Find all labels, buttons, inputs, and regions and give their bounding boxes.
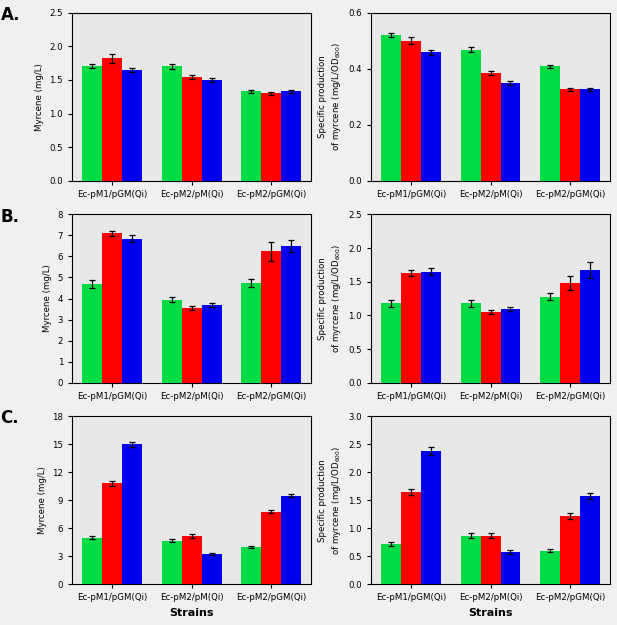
Bar [401,273,421,382]
Bar [540,551,560,584]
Bar [122,70,142,181]
Bar [181,308,202,382]
Bar [281,246,301,382]
Bar [421,272,441,382]
Bar [202,554,222,584]
Bar [241,547,262,584]
Text: C.: C. [1,409,19,428]
Bar [421,451,441,584]
X-axis label: Strains: Strains [468,608,513,618]
Bar [580,269,600,382]
Bar [122,444,142,584]
Text: B.: B. [1,208,20,226]
X-axis label: Strains: Strains [170,608,214,618]
Bar [162,299,181,382]
Bar [102,484,122,584]
Y-axis label: Specific production
of myrcene (mg/L/OD$_{600}$): Specific production of myrcene (mg/L/OD$… [318,42,343,151]
Bar [401,41,421,181]
Bar [560,516,580,584]
Bar [421,52,441,181]
Bar [500,552,520,584]
Bar [481,312,500,382]
Bar [102,233,122,382]
Y-axis label: Myrcene (mg/L): Myrcene (mg/L) [38,466,46,534]
Bar [122,239,142,382]
Bar [500,83,520,181]
Y-axis label: Myrcene (mg/L): Myrcene (mg/L) [43,264,52,332]
Bar [540,296,560,382]
Text: A.: A. [1,6,20,24]
Bar [560,89,580,181]
Bar [481,73,500,181]
Y-axis label: Specific production
of myrcene (mg/L/OD$_{600}$): Specific production of myrcene (mg/L/OD$… [318,446,343,555]
Bar [181,78,202,181]
Bar [481,536,500,584]
Bar [202,80,222,181]
Bar [82,66,102,181]
Bar [461,303,481,382]
Bar [381,544,401,584]
Bar [461,536,481,584]
Bar [281,91,301,181]
Bar [262,251,281,382]
Bar [580,89,600,181]
Bar [162,541,181,584]
Bar [381,35,401,181]
Bar [241,282,262,382]
Bar [262,93,281,181]
Bar [82,284,102,382]
Bar [401,492,421,584]
Bar [262,511,281,584]
Bar [82,538,102,584]
Bar [241,91,262,181]
Bar [202,305,222,382]
Y-axis label: Myrcene (mg/L): Myrcene (mg/L) [35,63,44,131]
Bar [381,303,401,382]
Bar [560,283,580,382]
Bar [500,309,520,382]
Bar [162,66,181,181]
Bar [540,66,560,181]
Bar [181,536,202,584]
Bar [461,49,481,181]
Bar [281,496,301,584]
Bar [580,496,600,584]
Y-axis label: Specific production
of myrcene (mg/L/OD$_{600}$): Specific production of myrcene (mg/L/OD$… [318,244,343,353]
Bar [102,58,122,181]
